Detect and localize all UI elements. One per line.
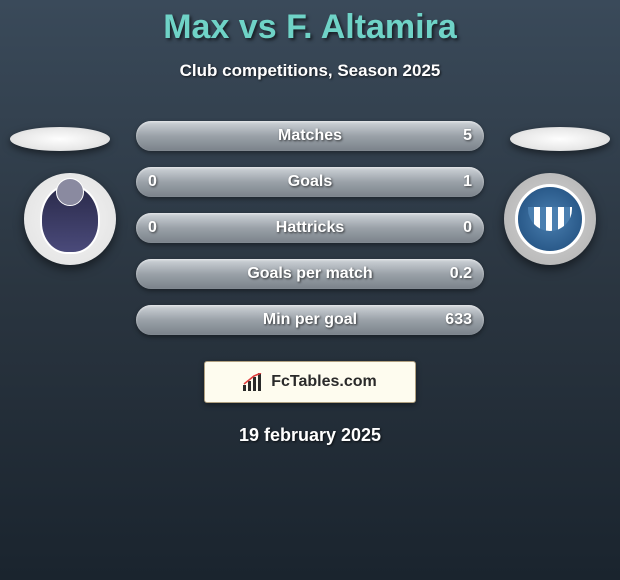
stat-label: Hattricks: [276, 219, 344, 237]
stat-label: Goals: [288, 173, 332, 191]
brand-watermark: FcTables.com: [204, 361, 416, 403]
stat-label: Matches: [278, 127, 342, 145]
stat-label: Min per goal: [263, 311, 357, 329]
stat-label: Goals per match: [247, 265, 372, 283]
player-right-avatar: [510, 127, 610, 151]
stats-area: Matches 5 0 Goals 1 0 Hattricks 0 Goals …: [0, 121, 620, 446]
stat-right-value: 1: [442, 173, 472, 191]
stat-row: Goals per match 0.2: [136, 259, 484, 289]
comparison-card: Max vs F. Altamira Club competitions, Se…: [0, 0, 620, 446]
stat-right-value: 0.2: [442, 265, 472, 283]
club-badge-right: [504, 173, 596, 265]
stat-row: Matches 5: [136, 121, 484, 151]
subtitle: Club competitions, Season 2025: [0, 61, 620, 81]
stat-right-value: 5: [442, 127, 472, 145]
stat-right-value: 633: [442, 311, 472, 329]
stat-rows: Matches 5 0 Goals 1 0 Hattricks 0 Goals …: [136, 121, 484, 335]
club-badge-left: [24, 173, 116, 265]
chart-bars-icon: [243, 373, 265, 391]
stat-row: 0 Hattricks 0: [136, 213, 484, 243]
brand-text: FcTables.com: [271, 373, 377, 391]
stat-row: Min per goal 633: [136, 305, 484, 335]
date-text: 19 february 2025: [0, 425, 620, 446]
stat-right-value: 0: [442, 219, 472, 237]
club-crest-right-icon: [515, 184, 585, 254]
stat-row: 0 Goals 1: [136, 167, 484, 197]
page-title: Max vs F. Altamira: [0, 8, 620, 47]
player-left-avatar: [10, 127, 110, 151]
stat-left-value: 0: [148, 219, 178, 237]
club-crest-left-icon: [40, 184, 100, 254]
stat-left-value: 0: [148, 173, 178, 191]
